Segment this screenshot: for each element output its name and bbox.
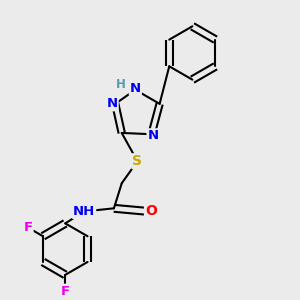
Text: N: N [148,129,159,142]
Text: F: F [23,221,33,234]
Text: H: H [116,78,126,91]
Text: N: N [130,82,141,95]
Text: NH: NH [73,205,95,218]
Text: S: S [132,154,142,168]
Text: F: F [61,285,70,298]
Text: N: N [106,97,118,110]
Text: O: O [145,205,157,218]
